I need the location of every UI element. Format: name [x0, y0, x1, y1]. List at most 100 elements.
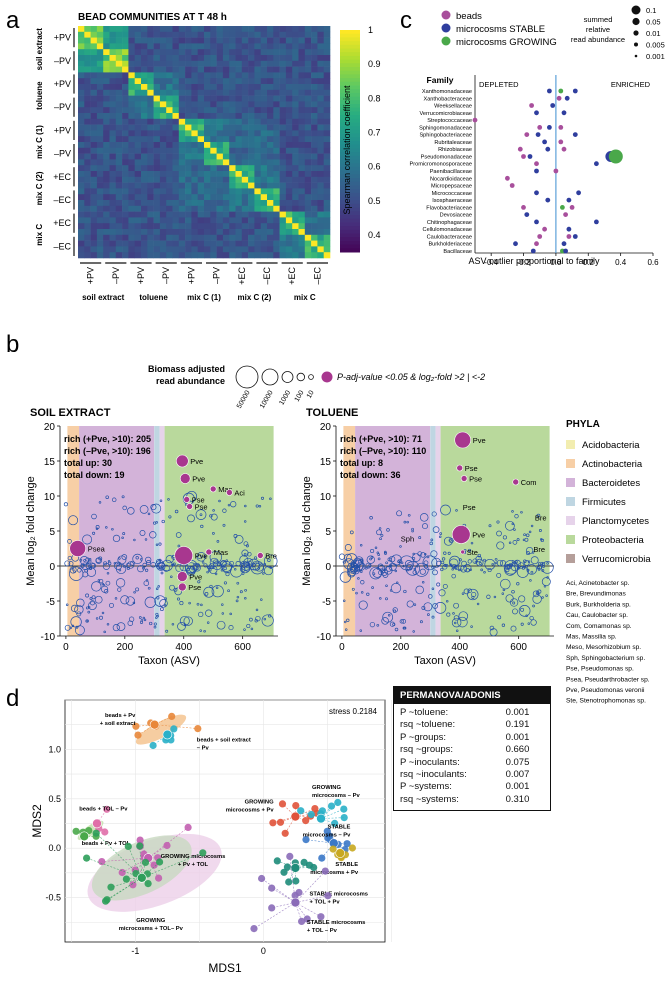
heatmap-cell [78, 159, 85, 166]
heatmap-cell [153, 95, 161, 102]
heatmap-cell [115, 240, 123, 247]
asv-point [161, 559, 173, 572]
heatmap-cell [273, 84, 280, 91]
heatmap-cell [248, 240, 255, 247]
c-xtick-label: 0.4 [615, 258, 627, 267]
b-xtick-label: 600 [510, 642, 527, 653]
heatmap-cell [159, 107, 167, 114]
heatmap-cell [178, 188, 186, 195]
asv-point [346, 618, 350, 622]
asv-point [371, 586, 374, 589]
heatmap-cell [235, 101, 243, 108]
heatmap-cell [122, 72, 129, 79]
mds-point [258, 874, 266, 883]
heatmap-cell [216, 240, 224, 247]
heatmap-cell [197, 240, 205, 247]
heatmap-cell [141, 194, 148, 201]
asv-point [377, 563, 384, 570]
heatmap-cell [141, 188, 148, 195]
mds-group-label: STABLE microcosms [307, 920, 366, 926]
heatmap-cell [172, 31, 180, 38]
heatmap-cell [216, 171, 224, 178]
family-point [569, 205, 575, 210]
heatmap-cell [254, 147, 261, 154]
heatmap-cell [103, 153, 110, 160]
asv-point [218, 499, 221, 503]
heatmap-cell [204, 31, 211, 38]
family-point [521, 154, 526, 159]
asv-point [443, 551, 447, 555]
heatmap-cell [248, 78, 255, 85]
heatmap-cell [279, 194, 287, 201]
heatmap-cell [197, 182, 205, 189]
asv-point [260, 496, 265, 500]
mds-centroid [290, 863, 301, 873]
heatmap-cell [122, 55, 129, 62]
heatmap-cell [216, 26, 224, 33]
heatmap-cell [248, 194, 255, 201]
heatmap-cell [254, 60, 261, 67]
heatmap-cell [103, 246, 110, 253]
heatmap-cell [311, 240, 318, 247]
asv-point [204, 592, 209, 596]
heatmap-cell [153, 55, 161, 62]
asv-point [516, 582, 520, 586]
heatmap-cell [78, 153, 85, 160]
heatmap-cell [267, 101, 274, 108]
heatmap-cell [159, 31, 167, 38]
heatmap-cell [178, 205, 186, 212]
heatmap-cell [185, 234, 192, 241]
heatmap-cell [109, 188, 117, 195]
heatmap-cell [78, 229, 85, 236]
heatmap-cell [172, 182, 180, 189]
asv-point [84, 568, 89, 573]
heatmap-cell [254, 176, 261, 183]
b-size-label: 100 [294, 389, 306, 403]
heatmap-cell [90, 72, 98, 79]
row-label: –PV [54, 102, 71, 112]
heatmap-cell [96, 194, 104, 201]
heatmap-cell [84, 176, 91, 183]
family-label: Rhizobiaceae [438, 147, 472, 153]
heatmap-cell [304, 101, 312, 108]
heatmap-cell [90, 159, 98, 166]
heatmap-cell [317, 159, 324, 166]
heatmap-cell [178, 165, 186, 172]
heatmap-cell [185, 78, 192, 85]
heatmap-cell [222, 234, 230, 241]
mds-point [348, 844, 356, 852]
heatmap-cell [222, 223, 230, 230]
asv-point [160, 607, 164, 612]
heatmap-cell [109, 78, 117, 85]
heatmap-title: BEAD COMMUNITIES AT T 48 h [78, 12, 227, 23]
heatmap-cell [229, 194, 236, 201]
heatmap-cell [254, 165, 261, 172]
heatmap-cell [323, 118, 331, 125]
asv-point [79, 558, 83, 562]
heatmap-cell [273, 223, 280, 230]
heatmap-cell [109, 124, 117, 131]
heatmap-cell [197, 37, 205, 44]
heatmap-cell [153, 78, 161, 85]
family-point [547, 88, 552, 94]
heatmap-cell [204, 171, 211, 178]
asv-point [250, 627, 254, 631]
asv-label: Pse [188, 583, 201, 592]
col-group-label: mix C (2) [238, 293, 272, 302]
heatmap-cell [204, 66, 211, 73]
heatmap-cell [273, 124, 280, 131]
row-group-label: mix C (2) [35, 171, 44, 205]
heatmap-cell [90, 49, 98, 56]
heatmap-cell [178, 43, 186, 50]
significant-asv [454, 431, 472, 449]
asv-point [455, 629, 459, 632]
family-point [550, 103, 556, 108]
heatmap-cell [191, 49, 198, 56]
asv-point [385, 565, 392, 572]
abbreviation-list: Aci, Acinetobacter sp.Bre, Brevundimonas… [566, 580, 650, 705]
heatmap-cell [311, 78, 318, 85]
heatmap-cell [122, 246, 129, 253]
heatmap-cell [323, 188, 331, 195]
asv-point [111, 527, 114, 531]
heatmap-cell [317, 95, 324, 102]
